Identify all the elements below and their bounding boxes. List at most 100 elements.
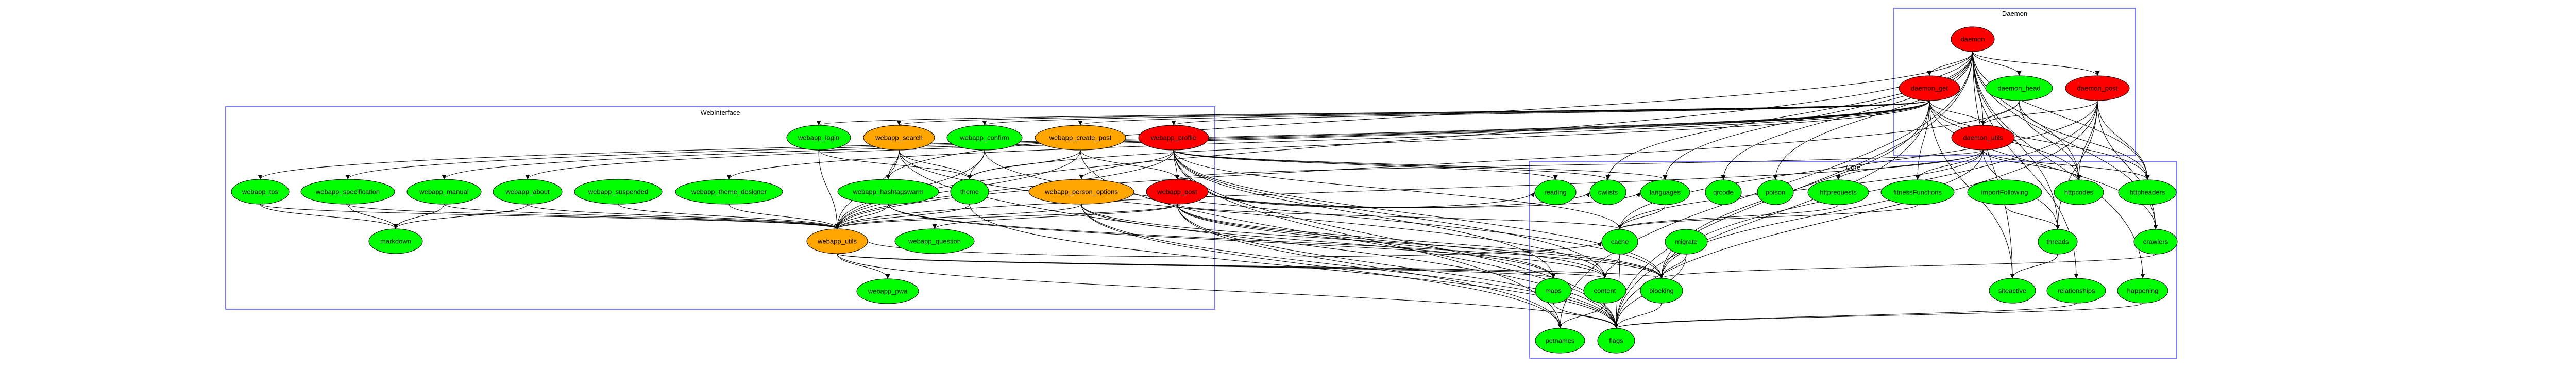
nodes: daemon daemon_get daemon_head daemon_postda… <box>231 26 2178 354</box>
edge-daemon-to-daemon_post <box>1972 51 2100 76</box>
node-label: daemon_get <box>1911 85 1948 92</box>
node-ellipse <box>1989 278 2036 304</box>
edge-webapp_post-to-webapp_utils <box>835 204 1178 229</box>
node-label: webapp_create_post <box>1049 134 1112 142</box>
node-maps: maps <box>1535 278 1572 304</box>
node-webapp_post: webapp_post <box>1146 179 1209 205</box>
node-label: webapp_question <box>908 238 961 245</box>
edge-daemon_post-to-cache <box>1617 100 2098 230</box>
edge-webapp_profile-to-languages <box>1173 149 1668 180</box>
edge-webapp_utils-to-flags <box>837 253 1619 329</box>
node-ellipse <box>1597 328 1635 354</box>
node-webapp_about: webapp_about <box>493 179 563 205</box>
edge-daemon_utils-to-httpcodes <box>1982 149 2081 180</box>
edge-webapp_suspended-to-webapp_utils <box>618 204 840 229</box>
node-label: cwlists <box>1598 189 1618 196</box>
edge-content-to-petnames <box>1557 303 1605 329</box>
edge-theme-to-flags <box>969 204 1619 329</box>
node-webapp_pwa: webapp_pwa <box>856 278 919 304</box>
node-label: siteactive <box>1998 287 2026 295</box>
edge-webapp_utils-to-blocking <box>837 253 1664 279</box>
node-blocking: blocking <box>1640 278 1683 304</box>
edge-webapp_person_options-to-webapp_utils <box>835 204 1082 229</box>
node-label: maps <box>1545 287 1562 295</box>
edge-webapp_post-to-cache <box>1177 204 1622 230</box>
node-webapp_suspended: webapp_suspended <box>574 179 663 205</box>
edge-theme-to-webapp_utils <box>835 204 970 229</box>
node-label: threads <box>2046 238 2069 246</box>
edge-httprequests-to-cache <box>1617 204 1839 230</box>
edge-cache-to-content <box>1602 254 1620 279</box>
node-label: webapp_confirm <box>959 134 1009 142</box>
node-daemon_get: daemon_get <box>1899 75 1960 101</box>
node-happening: happening <box>2117 278 2168 304</box>
node-threads: threads <box>2038 229 2078 255</box>
node-poison: poison <box>1757 179 1794 205</box>
edge-happening-to-flags <box>1614 303 2143 329</box>
edge-daemon_get-to-crawlers <box>1929 100 2158 230</box>
edge-daemon_get-to-fitnessFunctions <box>1915 100 1930 180</box>
edge-daemon-to-daemon_get <box>1927 51 1973 76</box>
node-label: flags <box>1609 337 1623 345</box>
node-webapp_login: webapp_login <box>786 125 851 151</box>
node-label: webapp_profile <box>1150 134 1196 142</box>
edge-threads-to-siteactive <box>2010 254 2058 279</box>
node-webapp_theme_designer: webapp_theme_designer <box>675 179 783 205</box>
node-label: migrate <box>1675 238 1697 246</box>
node-theme: theme <box>950 179 989 205</box>
node-webapp_confirm: webapp_confirm <box>946 125 1023 151</box>
node-label: languages <box>1650 189 1681 196</box>
node-daemon_post: daemon_post <box>2065 75 2130 101</box>
node-cache: cache <box>1601 229 1638 255</box>
edge-webapp_login-to-webapp_utils <box>818 149 840 229</box>
node-webapp_hashtagswarm: webapp_hashtagswarm <box>837 179 939 205</box>
edge-webapp_profile-to-cwlists <box>1173 149 1611 180</box>
edge-webapp_profile-to-content <box>1173 149 1607 279</box>
node-webapp_manual: webapp_manual <box>406 179 482 205</box>
node-webapp_profile: webapp_profile <box>1138 125 1209 151</box>
node-fitnessFunctions: fitnessFunctions <box>1880 179 1955 205</box>
node-webapp_create_post: webapp_create_post <box>1035 125 1126 151</box>
edge-importFollowing-to-threads <box>2004 204 2060 230</box>
edge-webapp_profile-to-webapp_utils <box>835 149 1174 229</box>
node-importFollowing: importFollowing <box>1967 179 2042 205</box>
node-label: fitnessFunctions <box>1893 189 1942 196</box>
node-ellipse <box>1146 179 1209 205</box>
edge-daemon_head-to-httpcodes <box>2019 100 2081 180</box>
edge-daemon_utils-to-webapp_utils <box>835 149 1984 229</box>
edge-fitnessFunctions-to-cache <box>1617 204 1918 230</box>
node-ellipse <box>2117 278 2168 304</box>
edge-daemon_get-to-webapp_create_post <box>1078 100 1930 126</box>
node-ellipse <box>863 125 935 151</box>
edge-webapp_post-to-flags <box>1177 204 1619 329</box>
edge-webapp_manual-to-webapp_utils <box>444 204 840 229</box>
node-label: httprequests <box>1820 189 1857 196</box>
node-ellipse <box>368 228 423 254</box>
node-ellipse <box>1601 229 1638 255</box>
node-ellipse <box>1951 125 2015 151</box>
edge-webapp_about-to-markdown <box>393 204 528 229</box>
cluster-daemon: Daemon <box>1893 8 2136 156</box>
edge-daemon_post-to-httpheaders <box>2097 100 2150 180</box>
node-markdown: markdown <box>368 228 423 254</box>
edge-relationships-to-flags <box>1614 303 2077 329</box>
edge-daemon_utils-to-webapp_post <box>1175 149 1984 180</box>
node-label: crawlers <box>2143 238 2168 246</box>
edge-daemon_utils-to-cache <box>1617 149 1984 230</box>
edge-webapp_theme_designer-to-webapp_utils <box>728 204 840 229</box>
edge-webapp_login-to-theme <box>818 149 972 180</box>
node-label: daemon_utils <box>1963 134 2003 142</box>
node-ellipse <box>837 179 939 205</box>
edge-webapp_post-to-blocking <box>1177 204 1664 279</box>
edge-webapp_utils-to-maps <box>837 253 1555 279</box>
edge-daemon-to-daemon_head <box>1972 51 2022 76</box>
cluster-label: WebInterface <box>700 109 740 116</box>
edge-daemon-to-httpcodes <box>1972 51 2081 180</box>
node-ellipse <box>1640 179 1690 205</box>
node-qrcode: qrcode <box>1705 179 1742 205</box>
edge-webapp_post-to-webapp_question <box>932 204 1178 229</box>
edge-webapp_post-to-content <box>1177 204 1607 279</box>
node-ellipse <box>1665 229 1708 255</box>
node-ellipse <box>786 125 851 151</box>
edge-webapp_profile-to-cache <box>1173 149 1622 230</box>
